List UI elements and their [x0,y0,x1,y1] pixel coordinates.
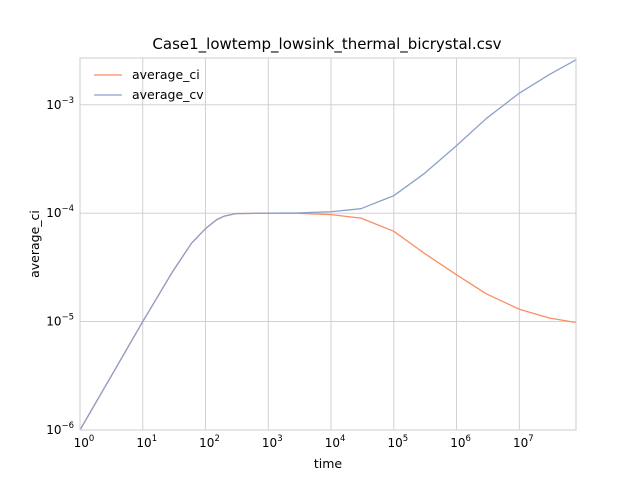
legend-label: average_cv [132,87,204,102]
x-tick-labels: 100 101 102 103 104 105 106 107 [74,434,534,450]
y-tick-label: 10−6 [46,421,74,437]
y-tick-label: 10−4 [46,204,74,220]
series-line-average-cv [79,59,577,431]
legend-label: average_ci [132,67,200,82]
x-tick-label: 107 [513,434,534,450]
y-tick-label: 10−3 [46,96,74,112]
x-tick-label: 103 [262,434,283,450]
y-axis-label: average_ci [27,210,42,278]
x-tick-label: 106 [450,434,471,450]
x-tick-label: 102 [199,434,220,450]
chart-title: Case1_lowtemp_lowsink_thermal_bicrystal.… [152,35,501,54]
series-layer [79,59,577,431]
x-tick-label: 100 [74,434,95,450]
x-tick-label: 104 [325,434,346,450]
x-tick-label: 105 [387,434,408,450]
legend: average_ci average_cv [94,67,204,102]
y-tick-label: 10−5 [46,313,74,329]
y-tick-labels: 10−6 10−5 10−4 10−3 [46,96,74,437]
x-tick-label: 101 [136,434,157,450]
grid [79,58,576,431]
plot-frame [79,57,577,431]
x-axis-label: time [314,456,343,471]
